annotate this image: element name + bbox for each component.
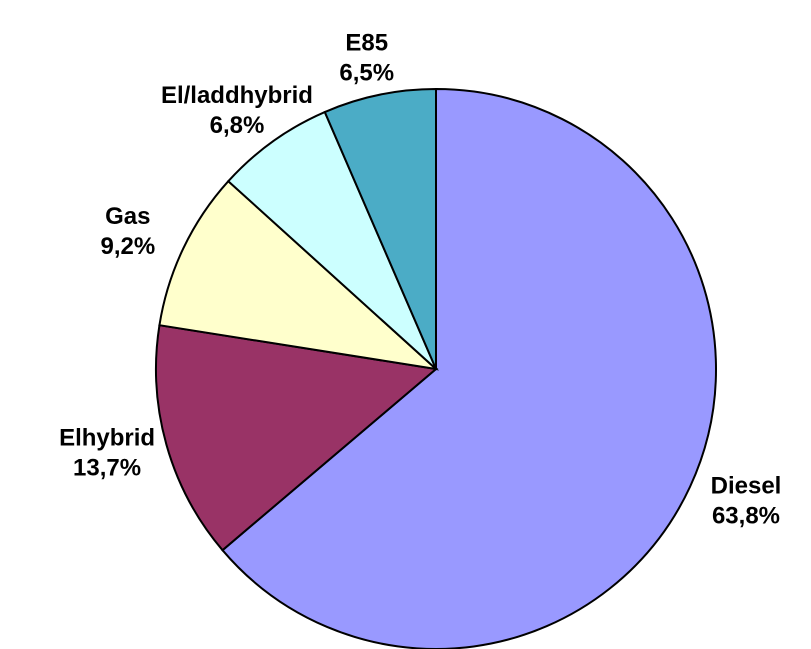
pie-slice [226, 110, 437, 370]
slice-label: Elhybrid [59, 425, 155, 452]
slice-label: Diesel [711, 472, 782, 499]
value-label: 9,2% [100, 233, 155, 260]
slice-label: Gas [105, 203, 150, 230]
pie-slice [155, 324, 439, 552]
pie-slice [158, 179, 440, 371]
slice-label: El/laddhybrid [161, 82, 313, 109]
value-label: 13,7% [73, 455, 141, 482]
value-label: 63,8% [712, 502, 780, 529]
value-label: 6,8% [210, 112, 265, 139]
slice-label: E85 [345, 30, 388, 57]
value-label: 6,5% [339, 60, 394, 87]
pie-slice [221, 87, 717, 649]
pie-slice [323, 87, 437, 370]
